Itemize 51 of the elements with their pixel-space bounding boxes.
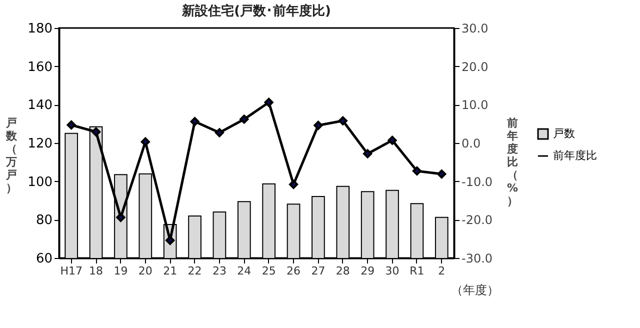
y-tick-label: 100 bbox=[28, 174, 52, 190]
x-tick-label: 30 bbox=[385, 264, 400, 278]
y2-tick-label: 30.0 bbox=[462, 22, 488, 36]
y-tick-label: 160 bbox=[28, 60, 52, 75]
x-tick-label: 23 bbox=[212, 264, 226, 278]
x-tick-label: 28 bbox=[336, 264, 350, 278]
x-tick-label: 29 bbox=[360, 264, 375, 278]
y2-axis-title: 前年度比（%） bbox=[506, 116, 518, 208]
x-tick-label: 18 bbox=[89, 264, 104, 278]
point bbox=[363, 149, 372, 158]
y-tick-label: 60 bbox=[36, 252, 52, 266]
x-tick-label: H17 bbox=[60, 264, 82, 278]
x-tick-label: 24 bbox=[237, 264, 252, 278]
legend-label: 戸数 bbox=[553, 127, 575, 140]
x-tick-label: 27 bbox=[311, 264, 326, 278]
x-tick-label: 22 bbox=[188, 264, 202, 278]
x-tick-label: 20 bbox=[138, 264, 152, 278]
x-tick-label: 25 bbox=[262, 264, 276, 278]
legend-label: 前年度比 bbox=[553, 149, 597, 162]
point bbox=[314, 120, 323, 130]
y-tick-label: 120 bbox=[28, 136, 52, 152]
x-tick-label: 26 bbox=[286, 264, 301, 278]
point bbox=[91, 127, 101, 136]
point bbox=[240, 114, 249, 124]
x-tick-label: 2 bbox=[438, 264, 446, 278]
y-axis-title: 戸数（万戸） bbox=[5, 116, 18, 194]
point bbox=[66, 120, 76, 130]
y2-tick-label: -10.0 bbox=[462, 174, 493, 189]
point bbox=[437, 170, 446, 179]
point bbox=[288, 180, 298, 189]
point bbox=[388, 136, 397, 145]
point bbox=[338, 116, 348, 126]
x-axis-title: （年度） bbox=[451, 283, 499, 297]
y-tick-label: 180 bbox=[28, 22, 52, 36]
y2-tick-label: 10.0 bbox=[462, 98, 488, 112]
point bbox=[140, 137, 150, 146]
x-tick-label: R1 bbox=[410, 264, 424, 278]
point bbox=[190, 116, 200, 126]
y2-tick-label: -30.0 bbox=[462, 252, 493, 266]
point bbox=[264, 98, 274, 107]
point bbox=[214, 128, 224, 138]
x-tick-label: 21 bbox=[163, 264, 178, 278]
point bbox=[412, 166, 422, 176]
point bbox=[116, 212, 126, 222]
chart-title: 新設住宅(戸数･前年度比) bbox=[181, 3, 331, 19]
x-tick-label: 19 bbox=[114, 264, 128, 278]
y2-tick-label: 20.0 bbox=[462, 60, 488, 74]
y-tick-label: 140 bbox=[28, 98, 52, 114]
y-tick-label: 80 bbox=[36, 213, 52, 228]
y2-tick-label: -20.0 bbox=[462, 213, 493, 228]
y2-tick-label: 0.0 bbox=[462, 136, 481, 150]
